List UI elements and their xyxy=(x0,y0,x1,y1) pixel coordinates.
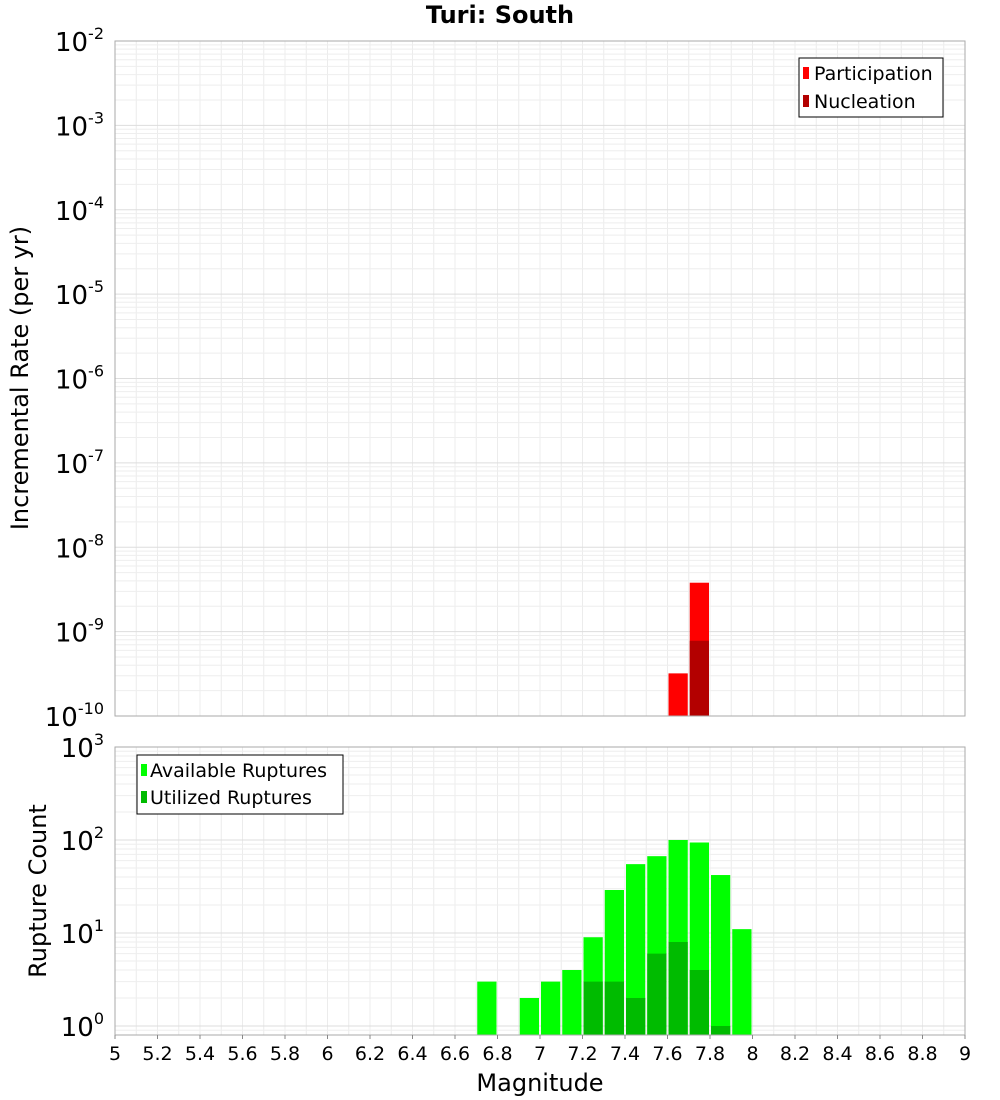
rate-panel: 10-2 10-3 10-4 10-5 10-6 10-7 10-8 10-9 10-10 In… xyxy=(6,24,966,733)
y-tick-label: 10-6 xyxy=(55,362,104,396)
nucleation-legend-label: Nucleation xyxy=(814,91,916,113)
participation-bar xyxy=(668,673,688,716)
y-tick-label: 10-4 xyxy=(55,193,104,227)
rate-plot-border xyxy=(114,40,966,717)
x-tick-label: 8 xyxy=(746,1043,758,1065)
y-tick-label: 10-3 xyxy=(55,108,104,142)
x-tick-label: 5.8 xyxy=(270,1043,300,1065)
x-tick-label: 8.8 xyxy=(907,1043,937,1065)
y-tick-label: 101 xyxy=(61,916,104,950)
x-tick-label: 7.6 xyxy=(652,1043,682,1065)
x-axis-label: Magnitude xyxy=(476,1069,603,1097)
count-panel: 103 102 101 100 5 5.2 5.4 5.6 5.8 6 6.2 6.4 6.6 6.8 7… xyxy=(24,730,971,1097)
x-tick-label: 7.8 xyxy=(695,1043,725,1065)
participation-legend-swatch xyxy=(803,67,809,79)
x-tick-label: 8.2 xyxy=(780,1043,810,1065)
x-tick-label: 7.2 xyxy=(567,1043,597,1065)
y-tick-label: 102 xyxy=(61,823,104,857)
available-legend-swatch xyxy=(141,764,147,776)
y-tick-label: 103 xyxy=(61,730,104,764)
nucleation-bar xyxy=(689,640,709,716)
utilized-ruptures-bar xyxy=(647,953,667,1035)
y-tick-label: 100 xyxy=(61,1009,104,1043)
count-y-axis-label: Rupture Count xyxy=(24,804,52,978)
available-ruptures-bar xyxy=(519,997,539,1035)
rate-y-axis-label: Incremental Rate (per yr) xyxy=(6,226,34,530)
x-tick-label: 8.6 xyxy=(865,1043,895,1065)
rate-bars xyxy=(668,582,709,716)
y-tick-label: 10-8 xyxy=(55,530,104,564)
utilized-ruptures-bar xyxy=(689,969,709,1035)
x-tick-label: 6.6 xyxy=(440,1043,470,1065)
x-tick-label: 6.2 xyxy=(355,1043,385,1065)
available-ruptures-bar xyxy=(477,981,497,1035)
rate-legend: Participation Nucleation xyxy=(798,57,944,118)
count-legend: Available Ruptures Utilized Ruptures xyxy=(136,754,344,815)
utilized-legend-label: Utilized Ruptures xyxy=(150,787,312,809)
x-tick-label: 5.4 xyxy=(185,1043,215,1065)
utilized-ruptures-bar xyxy=(604,981,624,1035)
x-tick-label: 6.8 xyxy=(482,1043,512,1065)
x-tick-label: 5 xyxy=(109,1043,121,1065)
y-tick-label: 10-7 xyxy=(55,446,104,480)
y-tick-label: 10-9 xyxy=(55,615,104,649)
utilized-ruptures-bar xyxy=(668,942,688,1035)
rate-legend-box xyxy=(798,57,944,118)
available-ruptures-bar xyxy=(541,981,561,1035)
x-tick-label: 7.4 xyxy=(610,1043,640,1065)
available-ruptures-bar xyxy=(711,875,731,1035)
x-tick-label: 7 xyxy=(534,1043,546,1065)
count-legend-box xyxy=(136,754,344,815)
magnitude-x-ticks: 5 5.2 5.4 5.6 5.8 6 6.2 6.4 6.6 6.8 7 7.2 7.4 7.6 7.8 8… xyxy=(109,1035,971,1065)
y-tick-label: 10-2 xyxy=(55,24,104,58)
x-tick-label: 5.6 xyxy=(227,1043,257,1065)
available-ruptures-bar xyxy=(732,929,752,1035)
rate-y-ticks: 10-2 10-3 10-4 10-5 10-6 10-7 10-8 10-9 10-10 xyxy=(45,24,104,733)
utilized-ruptures-bar xyxy=(626,997,646,1035)
y-tick-label: 10-5 xyxy=(55,277,104,311)
nucleation-legend-swatch xyxy=(803,95,809,107)
available-legend-label: Available Ruptures xyxy=(150,760,327,782)
count-bars xyxy=(477,839,752,1035)
available-ruptures-bar xyxy=(626,864,646,1035)
count-y-ticks: 103 102 101 100 xyxy=(61,730,104,1043)
rate-grid xyxy=(114,41,966,717)
participation-legend-label: Participation xyxy=(814,63,933,85)
utilized-legend-swatch xyxy=(141,791,147,803)
utilized-ruptures-bar xyxy=(583,981,603,1035)
x-tick-label: 6 xyxy=(321,1043,333,1065)
utilized-ruptures-bar xyxy=(711,1025,731,1035)
x-tick-label: 9 xyxy=(959,1043,971,1065)
x-tick-label: 8.4 xyxy=(822,1043,852,1065)
x-tick-label: 5.2 xyxy=(142,1043,172,1065)
y-tick-label: 10-10 xyxy=(45,699,104,733)
available-ruptures-bar xyxy=(562,969,582,1035)
x-tick-label: 6.4 xyxy=(397,1043,427,1065)
chart-title: Turi: South xyxy=(426,1,574,29)
